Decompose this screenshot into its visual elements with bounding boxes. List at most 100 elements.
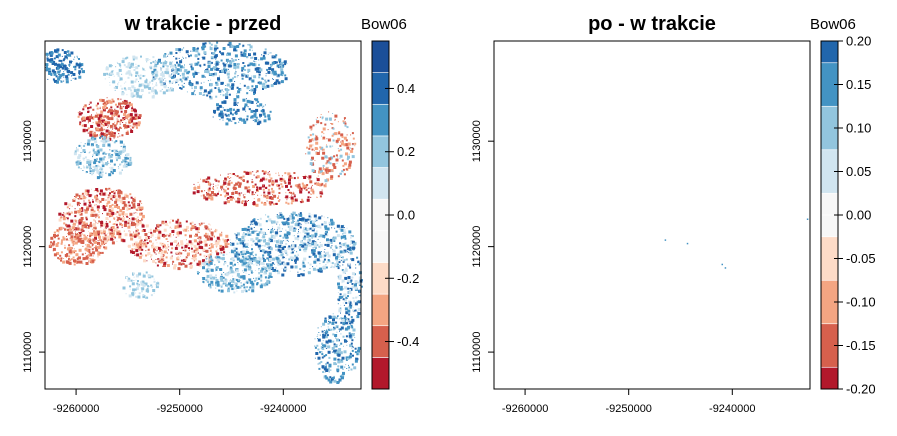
raster-cell bbox=[238, 264, 239, 265]
raster-cell bbox=[103, 193, 106, 196]
raster-cell bbox=[72, 206, 73, 207]
raster-cell bbox=[299, 218, 302, 221]
raster-cell bbox=[270, 111, 272, 113]
raster-cell bbox=[296, 251, 297, 252]
raster-cell bbox=[327, 244, 330, 247]
raster-cell bbox=[67, 213, 69, 215]
raster-cell bbox=[87, 193, 88, 194]
raster-cell bbox=[92, 154, 94, 156]
raster-cell bbox=[205, 77, 206, 78]
raster-cell bbox=[47, 79, 48, 80]
raster-cell bbox=[139, 114, 142, 117]
raster-cell bbox=[359, 301, 360, 302]
raster-cell bbox=[108, 100, 111, 103]
raster-cell bbox=[105, 188, 107, 190]
raster-cell bbox=[104, 244, 105, 245]
raster-cell bbox=[335, 245, 337, 247]
raster-cell bbox=[63, 81, 64, 82]
raster-cell bbox=[238, 185, 241, 188]
raster-cell bbox=[328, 111, 329, 112]
raster-cell bbox=[135, 118, 137, 120]
raster-cell bbox=[95, 188, 98, 191]
raster-cell bbox=[94, 138, 96, 140]
raster-cell bbox=[262, 232, 265, 235]
raster-cell bbox=[349, 367, 350, 368]
raster-cell bbox=[127, 126, 129, 128]
raster-cell bbox=[332, 113, 333, 114]
raster-cell bbox=[125, 278, 126, 279]
raster-cell bbox=[263, 106, 264, 107]
raster-cell bbox=[86, 227, 87, 228]
raster-cell bbox=[134, 213, 135, 214]
raster-cell bbox=[157, 265, 159, 267]
raster-cell bbox=[117, 63, 118, 64]
raster-cell bbox=[82, 152, 83, 153]
raster-cell bbox=[236, 269, 239, 272]
raster-cell bbox=[124, 164, 125, 165]
raster-cell bbox=[237, 276, 238, 277]
raster-cell bbox=[204, 255, 206, 257]
raster-cell bbox=[120, 77, 123, 80]
raster-cell bbox=[86, 165, 87, 166]
raster-cell bbox=[285, 77, 288, 80]
raster-cell bbox=[221, 274, 222, 275]
raster-cell bbox=[346, 345, 347, 346]
raster-cell bbox=[144, 85, 146, 87]
raster-cell bbox=[131, 207, 133, 209]
raster-cell bbox=[234, 278, 236, 280]
raster-cell bbox=[227, 199, 228, 200]
raster-cell bbox=[235, 111, 237, 113]
raster-cell bbox=[192, 222, 194, 224]
colorbar-bin bbox=[821, 367, 838, 389]
raster-cell bbox=[127, 119, 128, 120]
raster-cell bbox=[74, 211, 77, 214]
raster-cell bbox=[220, 82, 223, 85]
raster-cell bbox=[174, 227, 176, 229]
raster-cell bbox=[330, 329, 332, 331]
raster-cell bbox=[261, 195, 262, 196]
raster-cell bbox=[265, 214, 266, 215]
raster-cell bbox=[217, 237, 220, 240]
raster-cell bbox=[105, 173, 106, 174]
raster-cell bbox=[183, 230, 184, 231]
raster-cell bbox=[186, 239, 187, 240]
raster-cell bbox=[240, 275, 243, 278]
raster-cell bbox=[217, 249, 218, 250]
raster-cell bbox=[227, 62, 228, 63]
raster-cell bbox=[308, 271, 311, 274]
raster-cell bbox=[346, 259, 348, 261]
raster-cell bbox=[199, 238, 200, 239]
raster-cell bbox=[119, 191, 122, 194]
raster-cell bbox=[126, 209, 128, 211]
raster-cell bbox=[246, 266, 248, 268]
raster-cell bbox=[227, 266, 228, 267]
raster-cell bbox=[184, 250, 186, 252]
raster-cell bbox=[80, 235, 82, 237]
raster-cell bbox=[221, 52, 224, 55]
raster-cell bbox=[84, 192, 87, 195]
raster-cell bbox=[78, 157, 80, 159]
raster-cell bbox=[57, 71, 60, 74]
raster-cell bbox=[302, 217, 305, 220]
raster-cell bbox=[314, 215, 317, 218]
raster-cell bbox=[103, 246, 105, 248]
raster-cell bbox=[266, 234, 267, 235]
raster-cell bbox=[339, 259, 340, 260]
raster-cell bbox=[61, 243, 63, 245]
raster-cell bbox=[253, 278, 254, 279]
raster-cell bbox=[126, 153, 129, 156]
raster-cell bbox=[347, 310, 350, 313]
raster-cell bbox=[184, 69, 185, 70]
raster-cell bbox=[194, 90, 195, 91]
raster-cell bbox=[172, 68, 174, 70]
raster-cell bbox=[106, 199, 107, 200]
raster-cell bbox=[280, 212, 281, 213]
raster-cell bbox=[300, 201, 301, 202]
raster-cell bbox=[216, 240, 219, 243]
raster-cell bbox=[121, 74, 122, 75]
raster-cell bbox=[244, 171, 246, 173]
raster-cell bbox=[249, 274, 250, 275]
raster-cell bbox=[194, 239, 197, 242]
raster-cell bbox=[207, 275, 210, 278]
raster-cell bbox=[333, 328, 335, 330]
